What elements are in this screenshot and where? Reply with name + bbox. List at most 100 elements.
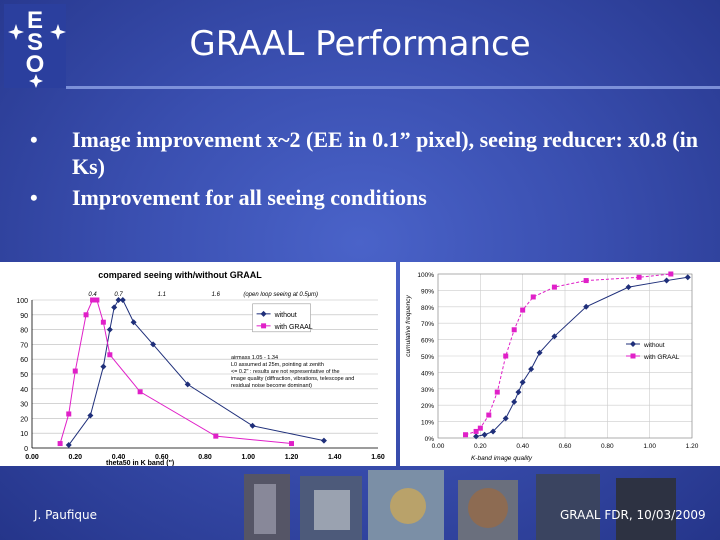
data-point [90, 297, 96, 303]
top-tick-label: (open loop seeing at 0.5μm) [243, 292, 318, 298]
data-point [583, 278, 589, 284]
footer-event: GRAAL FDR, 10/03/2009 [560, 508, 706, 522]
data-point [551, 333, 558, 340]
y-tick-label: 0 [24, 446, 28, 453]
y-tick-label: 90 [20, 313, 28, 320]
data-point [684, 274, 691, 281]
eso-logo: E S O [4, 4, 66, 88]
x-tick-label: 1.00 [643, 443, 656, 450]
data-point [83, 312, 89, 318]
data-point [520, 307, 526, 313]
logo-letter-o: O [26, 51, 45, 78]
data-point [528, 366, 535, 373]
x-tick-label: 0.60 [559, 443, 572, 450]
star-icon [8, 24, 24, 40]
star-icon [50, 24, 66, 40]
data-point [463, 432, 469, 438]
x-tick-label: 0.00 [432, 443, 445, 450]
top-tick-label: 1.1 [158, 292, 166, 298]
thumbnail-image [536, 474, 600, 540]
data-point [473, 428, 479, 434]
footer-author: J. Paufique [34, 508, 97, 522]
annotation-text: <= 0.2" : results are not representative… [231, 369, 340, 375]
y-tick-label: 10% [421, 420, 434, 427]
legend-marker [260, 310, 267, 317]
chart-title: compared seeing with/without GRAAL [98, 270, 262, 280]
x-tick-label: 0.20 [474, 443, 487, 450]
x-tick-label: 1.20 [285, 454, 299, 461]
y-tick-label: 60% [421, 338, 434, 345]
data-point [106, 326, 113, 333]
x-tick-label: 0.40 [516, 443, 529, 450]
data-point [502, 415, 509, 422]
data-point [481, 431, 488, 438]
series-line [476, 276, 688, 437]
data-point [625, 284, 632, 291]
series-line [465, 273, 671, 436]
top-tick-label: 0.7 [114, 292, 123, 298]
y-tick-label: 30 [20, 402, 28, 409]
data-point [107, 352, 113, 358]
title-divider [66, 86, 720, 89]
thumbnail-image [390, 488, 426, 524]
bullet-item: • Improvement for all seeing conditions [30, 184, 710, 211]
bullet-text: Improvement for all seeing conditions [72, 185, 427, 210]
data-point [65, 442, 72, 449]
legend-marker [261, 323, 267, 329]
y-tick-label: 50 [20, 372, 28, 379]
y-axis-label: cumulative frequency [405, 295, 412, 357]
data-point [551, 284, 557, 290]
x-tick-label: 0.20 [68, 454, 82, 461]
legend-label: with GRAAL [643, 354, 680, 361]
data-point [511, 327, 517, 333]
legend-label: without [274, 312, 297, 319]
x-tick-label: 0.60 [155, 454, 169, 461]
thumbnail-image [254, 484, 276, 534]
x-tick-label: 1.20 [686, 443, 699, 450]
data-point [477, 425, 483, 431]
y-tick-label: 90% [421, 288, 434, 295]
data-point [519, 379, 526, 386]
legend-label: without [643, 342, 665, 349]
y-tick-label: 60 [20, 357, 28, 364]
data-point [130, 319, 137, 326]
data-point [66, 411, 72, 417]
y-tick-label: 40 [20, 387, 28, 394]
x-tick-label: 1.60 [371, 454, 385, 461]
data-point [213, 433, 219, 439]
x-tick-label: 0.80 [601, 443, 614, 450]
logo-letter-e: E [27, 7, 43, 34]
data-point [94, 297, 100, 303]
data-point [530, 294, 536, 300]
y-tick-label: 100 [16, 298, 28, 305]
data-point [490, 428, 497, 435]
data-point [115, 297, 122, 303]
top-tick-label: 1.6 [212, 292, 221, 298]
seeing-comparison-chart: compared seeing with/without GRAAL 0 10 20 3… [0, 262, 396, 466]
y-tick-label: 0% [425, 436, 435, 443]
data-point [511, 398, 518, 405]
data-point [320, 437, 327, 444]
x-tick-label: 0.00 [25, 454, 39, 461]
annotation-text: airmass 1.05 - 1.34 [231, 355, 278, 361]
star-icon [29, 74, 43, 88]
legend-label: with GRAAL [274, 324, 313, 331]
data-point [150, 341, 157, 348]
y-tick-label: 20 [20, 416, 28, 423]
data-point [668, 271, 674, 277]
data-point [249, 422, 256, 429]
data-point [100, 363, 107, 370]
data-point [636, 274, 642, 280]
data-point [119, 297, 126, 303]
thumbnail-image [616, 478, 676, 540]
legend-marker [630, 341, 636, 347]
data-point [536, 349, 543, 356]
annotation-text: residual noise become dominant) [231, 383, 312, 389]
data-point [57, 441, 63, 447]
data-point [137, 389, 143, 395]
data-point [72, 368, 78, 374]
legend-marker [630, 353, 636, 359]
bullet-dot-icon: • [30, 127, 38, 152]
data-point [515, 389, 522, 396]
top-tick-label: 0.4 [88, 292, 97, 298]
